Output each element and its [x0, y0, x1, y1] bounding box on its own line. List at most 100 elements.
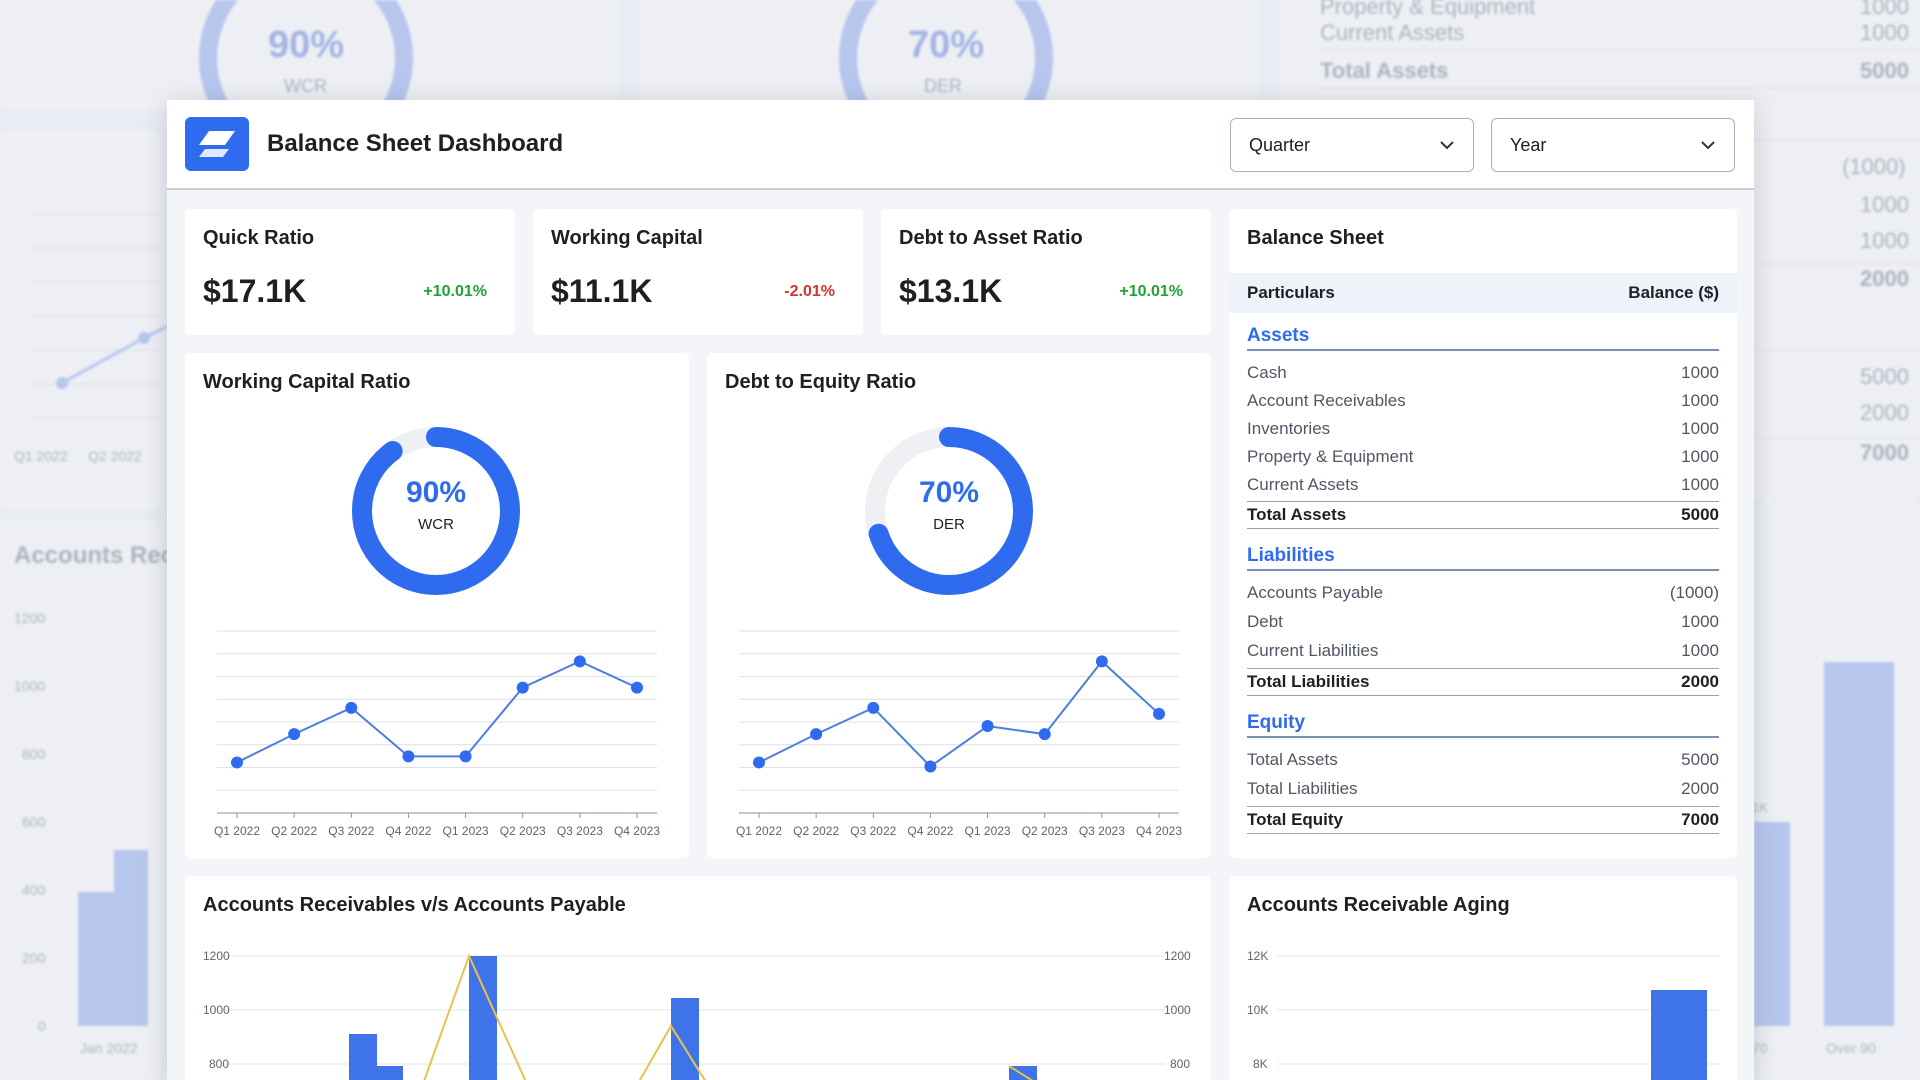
working-capital-ratio-card: Working Capital Ratio Q1 2022 Q2 2022 Q3 2…	[185, 353, 689, 858]
kpi-card-debt-to-asset: Debt to Asset Ratio $13.1K +10.01%	[881, 209, 1211, 335]
row-value: 5000	[1681, 750, 1719, 769]
x-tick-label: Q1 2022	[736, 824, 782, 838]
x-tick-label: Q1 2023	[443, 824, 489, 838]
kpi-value: $13.1K	[899, 273, 1003, 309]
y2-tick-label: 1000	[1164, 1003, 1191, 1017]
kpi-change: +10.01%	[1119, 283, 1183, 300]
debt-to-equity-ratio-chart: Q1 2022 Q2 2022 Q3 2022 Q4 2022 Q1 2023 Q2 20…	[736, 427, 1182, 838]
working-capital-ratio-chart: Q1 2022 Q2 2022 Q3 2022 Q4 2022 Q1 2023 Q2 20…	[214, 427, 660, 838]
y-tick-label: 1200	[203, 949, 230, 963]
data-point	[810, 728, 823, 741]
total-label: Total Liabilities	[1247, 672, 1370, 691]
donut-center: 90% WCR	[376, 476, 496, 533]
payable-line	[423, 953, 527, 1080]
bg-ytick: 600	[22, 814, 46, 830]
bg-row-value: 2000	[1860, 266, 1909, 291]
table-row: Total Liabilities 2000	[1247, 779, 1719, 799]
data-point	[288, 728, 301, 741]
data-point	[867, 701, 880, 714]
kpi-title: Debt to Asset Ratio	[899, 227, 1083, 249]
bg-line	[61, 323, 171, 385]
row-value: 1000	[1681, 391, 1719, 410]
header: Balance Sheet Dashboard Quarter Year	[167, 100, 1754, 190]
chart-title: Debt to Equity Ratio	[725, 371, 917, 393]
bg-ytick: 800	[22, 746, 46, 762]
debt-to-equity-ratio-card: Debt to Equity Ratio Q1 2022 Q2 2022 Q3 20…	[707, 353, 1211, 858]
bg-row-value: 5000	[1860, 58, 1909, 83]
kpi-card-quick-ratio: Quick Ratio $17.1K +10.01%	[185, 209, 515, 335]
year-select-value: Year	[1510, 134, 1547, 155]
col-balance: Balance ($)	[1628, 283, 1719, 302]
chart-title: Accounts Receivables v/s Accounts Payabl…	[203, 894, 626, 916]
bg-donut2-lbl: DER	[924, 76, 963, 96]
row-label: Cash	[1247, 363, 1287, 382]
data-point	[1095, 655, 1108, 668]
series-line	[236, 660, 638, 764]
x-tick-label: Q3 2022	[328, 824, 374, 838]
row-label: Account Receivables	[1247, 391, 1406, 410]
bar	[671, 998, 699, 1080]
x-tick-label: Q4 2023	[614, 824, 660, 838]
row-value: 1000	[1681, 419, 1719, 438]
row-label: Total Liabilities	[1247, 779, 1358, 798]
bg-ytick: 200	[22, 950, 46, 966]
row-label: Debt	[1247, 612, 1283, 631]
x-tick-label: Q4 2023	[1136, 824, 1182, 838]
row-value: 1000	[1681, 641, 1719, 660]
y-tick-label: 8K	[1253, 1057, 1268, 1071]
bg-donut2-pct: 70%	[908, 24, 985, 66]
data-point	[1153, 707, 1165, 720]
row-label: Current Assets	[1247, 475, 1359, 494]
bg-grid	[30, 49, 1920, 439]
table-row: Property & Equipment 1000	[1247, 447, 1719, 467]
row-label: Inventories	[1247, 419, 1331, 438]
total-label: Total Assets	[1247, 505, 1347, 524]
total-value: 5000	[1681, 505, 1719, 524]
kpi-change: -2.01%	[784, 283, 835, 300]
row-value: (1000)	[1669, 583, 1719, 602]
kpi-title: Quick Ratio	[203, 227, 315, 249]
x-tick-label: Q2 2022	[793, 824, 839, 838]
data-point	[516, 681, 529, 694]
bg-panel	[640, 0, 1260, 110]
year-select[interactable]: Year	[1491, 118, 1735, 172]
x-tick-label: Q3 2023	[1079, 824, 1125, 838]
x-tick-label: Q1 2023	[965, 824, 1011, 838]
data-point	[345, 701, 358, 714]
col-particulars: Particulars	[1247, 283, 1335, 302]
bg-bar	[114, 850, 148, 1026]
chevron-down-icon	[1440, 141, 1454, 150]
logo-mark-icon	[199, 131, 235, 157]
row-value: 1000	[1681, 363, 1719, 382]
bg-row-value: 1000	[1860, 20, 1909, 45]
bg-row-value: 1000	[1860, 228, 1909, 253]
kpi-change: +10.01%	[423, 283, 487, 300]
payable-line	[1008, 1065, 1034, 1080]
row-value: 1000	[1681, 612, 1719, 631]
table-row: Current Assets 1000	[1247, 475, 1719, 495]
bg-row-label: Total Assets	[1320, 58, 1449, 83]
x-tick-label: Q2 2023	[1022, 824, 1068, 838]
bg-point	[56, 377, 68, 389]
table-row: Debt 1000	[1247, 612, 1719, 632]
bg-ytick: 1000	[14, 678, 46, 694]
bg-row-value: 1000	[1860, 192, 1909, 217]
bg-bar	[1824, 662, 1894, 1026]
bg-bar	[1754, 822, 1790, 1026]
donut-percent: 70%	[918, 476, 980, 509]
bg-tick: Q1 2022	[14, 448, 68, 464]
row-value: 1000	[1681, 475, 1719, 494]
balance-sheet-card: Balance Sheet Particulars Balance ($) As…	[1229, 209, 1737, 858]
bg-row-value: 1000	[1860, 0, 1909, 19]
bar	[375, 1066, 403, 1080]
page-title: Balance Sheet Dashboard	[267, 130, 564, 157]
y2-tick-label: 800	[1170, 1057, 1190, 1071]
donut-label: DER	[933, 516, 965, 533]
donut-label: WCR	[418, 516, 454, 533]
y-tick-label: 12K	[1247, 949, 1268, 963]
x-tick-label: Q2 2023	[500, 824, 546, 838]
quarter-select[interactable]: Quarter	[1230, 118, 1474, 172]
y-tick-label: 800	[209, 1057, 229, 1071]
